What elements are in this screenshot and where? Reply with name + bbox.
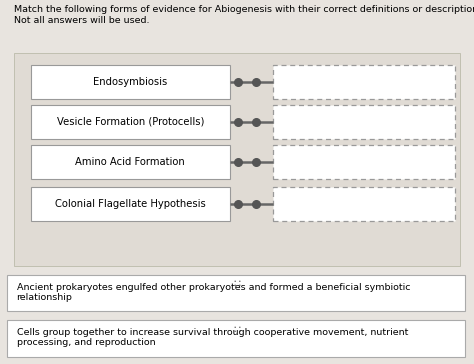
Text: ∷: ∷ bbox=[233, 279, 241, 289]
FancyBboxPatch shape bbox=[31, 65, 230, 99]
FancyBboxPatch shape bbox=[273, 145, 455, 179]
FancyBboxPatch shape bbox=[273, 65, 455, 99]
Text: Vesicle Formation (Protocells): Vesicle Formation (Protocells) bbox=[57, 117, 204, 127]
FancyBboxPatch shape bbox=[7, 275, 465, 311]
Text: Not all answers will be used.: Not all answers will be used. bbox=[14, 16, 150, 25]
FancyBboxPatch shape bbox=[7, 320, 465, 357]
Text: Amino Acid Formation: Amino Acid Formation bbox=[75, 157, 185, 167]
Text: Match the following forms of evidence for Abiogenesis with their correct definit: Match the following forms of evidence fo… bbox=[14, 5, 474, 15]
FancyBboxPatch shape bbox=[273, 105, 455, 139]
FancyBboxPatch shape bbox=[273, 187, 455, 221]
Text: ∷: ∷ bbox=[233, 325, 241, 335]
Text: Colonial Flagellate Hypothesis: Colonial Flagellate Hypothesis bbox=[55, 199, 206, 209]
FancyBboxPatch shape bbox=[31, 105, 230, 139]
FancyBboxPatch shape bbox=[31, 187, 230, 221]
Text: Endosymbiosis: Endosymbiosis bbox=[93, 77, 167, 87]
FancyBboxPatch shape bbox=[31, 145, 230, 179]
Text: Ancient prokaryotes engulfed other prokaryotes and formed a beneficial symbiotic: Ancient prokaryotes engulfed other proka… bbox=[17, 282, 410, 302]
Text: Cells group together to increase survival through cooperative movement, nutrient: Cells group together to increase surviva… bbox=[17, 328, 408, 348]
FancyBboxPatch shape bbox=[14, 53, 460, 266]
